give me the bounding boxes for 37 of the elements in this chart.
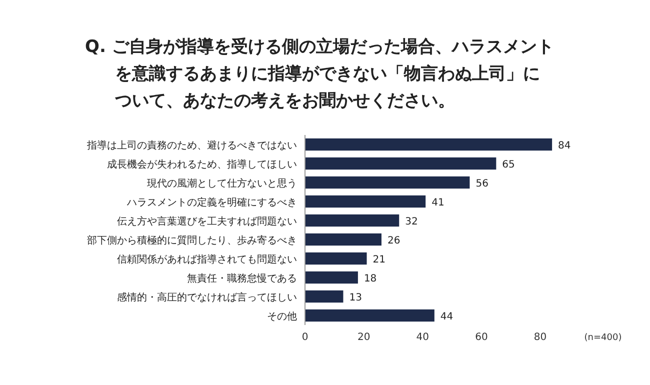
bar xyxy=(305,290,344,303)
y-tick-label: 信頼関係があれば指導されても問題ない xyxy=(117,254,297,266)
bar xyxy=(305,252,367,265)
y-tick-label: 成長機会が失われるため、指導してほしい xyxy=(107,158,297,170)
bar xyxy=(305,214,400,227)
data-label: 44 xyxy=(440,312,454,322)
chart-title: Q. ご自身が指導を受ける側の立場だった場合、ハラスメントを意識するあまりに指導ができない「物言わぬ上司」について、あなたの考えをお聞かせください。 xyxy=(85,36,555,113)
data-label: 65 xyxy=(502,160,515,170)
text: (n=400) xyxy=(584,333,622,343)
data-label: 13 xyxy=(349,292,362,304)
bar xyxy=(305,138,552,151)
y-tick-label: ハラスメントの定義を明確にするべき xyxy=(126,196,297,208)
x-tick-label: 0 xyxy=(302,332,308,343)
data-label: 21 xyxy=(372,254,386,266)
bar xyxy=(305,233,382,246)
data-label: 32 xyxy=(405,216,418,228)
bar xyxy=(305,195,426,208)
data-label: 26 xyxy=(387,236,400,246)
x-tick-label: 60 xyxy=(475,332,488,343)
y-tick-label: 現代の風潮として仕方ないと思う xyxy=(147,178,297,190)
bar xyxy=(305,157,496,170)
y-tick-label: 無責任・職務怠慢である xyxy=(187,272,297,284)
y-tick-label: 伝え方や言葉選びを工夫すれば問題ない xyxy=(117,216,297,228)
x-tick-label: 80 xyxy=(534,332,547,343)
data-label: 18 xyxy=(364,274,377,284)
data-label: 56 xyxy=(476,178,488,190)
y-tick-label: その他 xyxy=(267,310,297,322)
y-tick-label: 感情的・高圧的でなければ言ってほしい xyxy=(117,292,297,304)
bar xyxy=(305,176,470,189)
x-tick-label: 20 xyxy=(357,332,370,343)
data-label: 41 xyxy=(432,198,444,208)
bar xyxy=(305,309,434,322)
x-tick-label: 40 xyxy=(416,332,430,343)
y-tick-label: 部下側から積極的に質問したり、歩み寄るべき xyxy=(87,234,297,246)
y-tick-label: 指導は上司の責務のため、避けるべきではない xyxy=(86,140,297,152)
bar xyxy=(305,271,358,284)
data-label: 84 xyxy=(558,140,571,152)
